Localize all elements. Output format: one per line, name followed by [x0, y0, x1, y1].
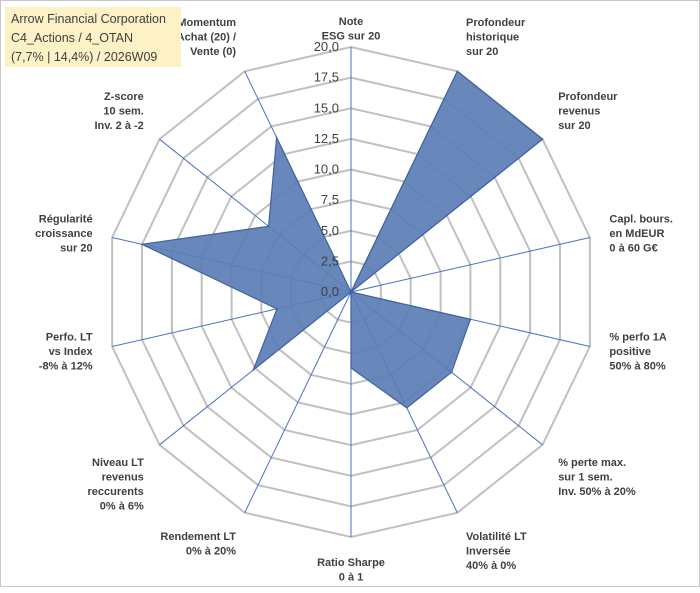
axis-label: Profondeur historique sur 20: [466, 17, 526, 58]
axis-label: Note ESG sur 20: [322, 16, 381, 43]
axis-label-line: Inversée: [466, 545, 511, 557]
axis-label-line: historique: [466, 32, 519, 44]
axis-label-line: Inv. 50% à 20%: [558, 486, 636, 498]
tick-label: 12,5: [314, 131, 339, 146]
data-point: [450, 371, 453, 374]
axis-label-line: Niveau LT: [92, 457, 144, 469]
tick-label: 7,5: [321, 192, 339, 207]
axis-label-line: % perte max.: [558, 457, 626, 469]
axis-label-line: sur 20: [466, 46, 498, 58]
data-point: [276, 308, 278, 310]
axis-spoke: [244, 291, 352, 513]
axis-label-line: revenus: [558, 105, 600, 117]
axis-label: Rendement LT 0% à 20%: [160, 531, 236, 558]
axis-label-line: Vente (0): [190, 46, 236, 58]
axis-label-line: 0% à 20%: [186, 545, 236, 557]
axis-label-line: Momentum: [177, 17, 236, 29]
axis-label-line: reccurents: [88, 486, 144, 498]
axis-label-line: Rendement LT: [160, 531, 236, 543]
axis-label-line: croissance: [35, 228, 92, 240]
series-area: [139, 70, 544, 409]
tick-label: 0,0: [321, 284, 339, 299]
data-point: [406, 407, 408, 409]
axis-label: % perfo 1A positive 50% à 80%: [609, 332, 667, 373]
axis-label-line: 0 à 60 G€: [609, 243, 657, 255]
axis-label-line: revenus: [102, 472, 144, 484]
tick-label: 20,0: [314, 39, 339, 54]
tick-label: 15,0: [314, 100, 339, 115]
axis-label-line: sur 20: [60, 243, 92, 255]
axis-label-line: Ratio Sharpe: [317, 557, 385, 569]
performance-stats: (7,7% | 14,4%) / 2026W09: [11, 50, 158, 64]
axis-label: % perte max. sur 1 sem. Inv. 50% à 20%: [558, 457, 636, 498]
axis-label: Profondeur revenus sur 20: [558, 91, 618, 132]
axis-label-line: ESG sur 20: [322, 31, 381, 43]
radar-axis-labels: Note ESG sur 20 Profondeur historique sur 20…: [35, 16, 673, 584]
data-point: [141, 243, 143, 246]
axis-label-line: Z-score: [104, 91, 144, 103]
info-box: Arrow Financial Corporation C4_Actions /…: [5, 7, 181, 67]
axis-label-line: -8% à 12%: [39, 361, 93, 373]
data-point: [267, 225, 270, 228]
axis-label-line: Régularité: [39, 214, 93, 226]
tick-label: 2,5: [321, 253, 339, 268]
axis-label-line: Profondeur: [466, 17, 526, 29]
axis-label-line: Perfo. LT: [46, 332, 93, 344]
tick-label: 17,5: [314, 70, 339, 85]
axis-label-line: positive: [609, 346, 651, 358]
data-point: [252, 369, 255, 371]
radar-series: [139, 70, 544, 409]
tick-label: 10,0: [314, 162, 339, 177]
data-point: [275, 136, 278, 139]
axis-label-line: vs Index: [49, 346, 94, 358]
data-point: [350, 367, 352, 369]
axis-label-line: sur 20: [558, 120, 590, 132]
axis-label: Momentum Achat (20) / Vente (0): [177, 17, 237, 58]
axis-label: Capl. bours. en MdEUR 0 à 60 G€: [609, 214, 673, 255]
axis-label-line: 0 à 1: [339, 572, 363, 584]
axis-label-line: 10 sem.: [103, 105, 143, 117]
radar-tick-labels: 0,0 2,5 5,0 7,5 10,0 12,5 15,0 17,5 20,0: [314, 39, 339, 299]
axis-label-line: Note: [339, 16, 363, 28]
axis-label: Régularité croissance sur 20: [35, 214, 92, 255]
data-point: [456, 70, 459, 73]
axis-label-line: Capl. bours.: [609, 214, 673, 226]
portfolio-name: C4_Actions / 4_OTAN: [11, 31, 134, 45]
axis-label-line: 40% à 0%: [466, 560, 516, 572]
data-point: [469, 318, 472, 321]
company-name: Arrow Financial Corporation: [11, 12, 166, 26]
axis-label-line: Achat (20) /: [177, 32, 236, 44]
data-point: [541, 138, 544, 140]
axis-label-line: sur 1 sem.: [558, 472, 612, 484]
axis-label-line: % perfo 1A: [609, 332, 667, 344]
axis-label: Z-score 10 sem. Inv. 2 à -2: [94, 91, 143, 132]
axis-spoke: [350, 237, 591, 293]
axis-label-line: 0% à 6%: [100, 501, 144, 513]
axis-label-line: en MdEUR: [609, 228, 664, 240]
axis-label: Perfo. LT vs Index -8% à 12%: [39, 332, 94, 373]
axis-label-line: Inv. 2 à -2: [94, 120, 143, 132]
axis-label-line: Volatilité LT: [466, 531, 527, 543]
axis-label: Volatilité LT Inversée 40% à 0%: [466, 531, 527, 572]
axis-label-line: 50% à 80%: [609, 361, 665, 373]
tick-label: 5,0: [321, 223, 339, 238]
axis-label: Ratio Sharpe 0 à 1: [317, 557, 385, 584]
data-point: [350, 291, 352, 293]
axis-label: Niveau LT revenus reccurents 0% à 6%: [88, 457, 145, 513]
axis-label-line: Profondeur: [558, 91, 618, 103]
